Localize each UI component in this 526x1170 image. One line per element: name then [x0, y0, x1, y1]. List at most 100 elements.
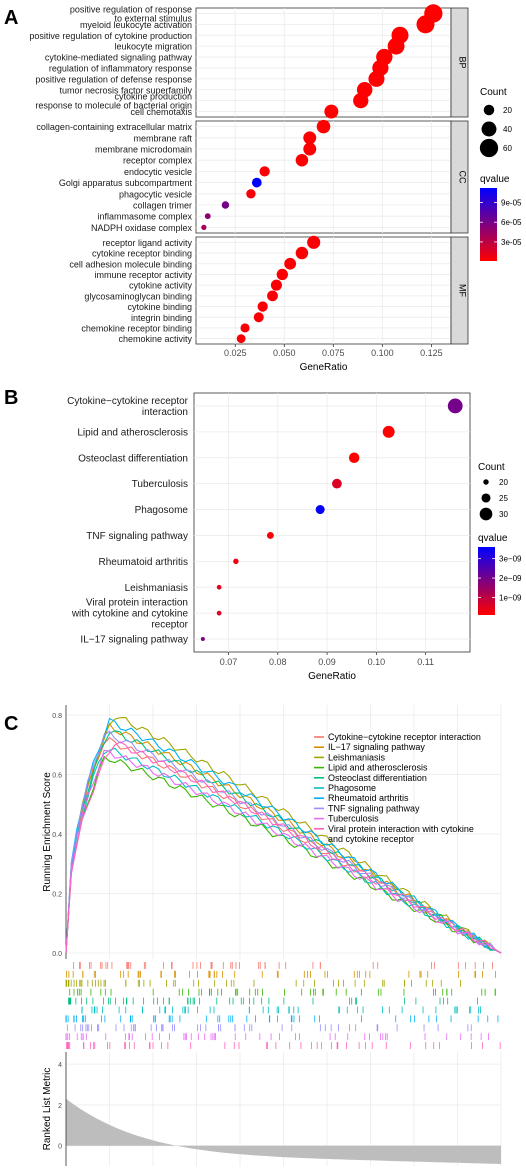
x-tick-label: 0.10 — [368, 657, 386, 667]
ranked-metric-axis-title: Ranked List Metric — [42, 1068, 53, 1151]
pathway-label: Osteoclast differentiation — [78, 453, 188, 464]
legend-label: Cytokine−cytokine receptor interaction — [328, 732, 481, 742]
data-point — [348, 452, 360, 463]
pathway-label: Rheumatoid arthritis — [99, 557, 188, 568]
size-legend-dot — [483, 479, 489, 485]
data-point — [307, 235, 321, 249]
size-legend-label: 30 — [499, 510, 508, 519]
data-point — [315, 505, 325, 515]
size-legend-label: 20 — [499, 478, 508, 487]
term-label: NADPH oxidase complex — [91, 223, 193, 233]
data-point — [387, 37, 405, 55]
term-label: membrane raft — [133, 133, 192, 143]
pathway-label: Phagosome — [135, 505, 189, 516]
facet-strip — [450, 7, 469, 118]
term-label: cell adhesion molecule binding — [69, 259, 192, 269]
b-qvalue-bar — [478, 547, 495, 615]
term-label: chemokine activity — [118, 334, 192, 344]
a-qvalue-bar — [480, 188, 497, 261]
facet-strip — [450, 236, 469, 345]
data-point — [303, 142, 317, 156]
legend-label: Leishmaniasis — [328, 752, 386, 762]
legend-label: Osteoclast differentiation — [328, 773, 427, 783]
legend-label: and cytokine receptor — [328, 834, 414, 844]
data-point — [236, 334, 246, 344]
legend-label: IL−17 signaling pathway — [328, 742, 425, 752]
term-label: positive regulation of response to extern… — [70, 4, 193, 23]
term-label: positive regulation of cytokine producti… — [29, 31, 192, 41]
x-tick-label: 0.125 — [420, 348, 443, 358]
pathway-label: Cytokine−cytokine receptor interaction — [67, 396, 189, 418]
x-tick-label: 0.08 — [269, 657, 287, 667]
y-tick-label: 0.8 — [52, 713, 62, 720]
facet-label: MF — [458, 284, 468, 297]
term-label: receptor complex — [123, 156, 193, 166]
term-label: cytokine production response to molecule … — [35, 92, 192, 111]
a-qvalue-label: 3e-05 — [501, 238, 522, 247]
x-tick-label: 0.075 — [322, 348, 345, 358]
y-tick-label: 0.0 — [52, 951, 62, 958]
size-legend-label: 60 — [503, 144, 512, 153]
size-legend-dot — [481, 493, 491, 503]
es-curve — [65, 717, 502, 954]
es-curve — [65, 717, 502, 954]
pathway-label: TNF signaling pathway — [86, 531, 188, 542]
panel-c-gsea-plot: 0.0 0.2 0.4 0.6 0.8 Running Enrichment Score C… — [42, 705, 502, 1166]
y-tick-label: 0.2 — [52, 892, 62, 899]
x-tick-label: 0.100 — [371, 348, 394, 358]
data-point — [216, 610, 222, 616]
legend-label: Lipid and atherosclerosis — [328, 763, 428, 773]
size-legend-title: Count — [480, 87, 507, 98]
legend-label: Phagosome — [328, 783, 376, 793]
data-point — [200, 637, 205, 642]
data-point — [276, 268, 288, 281]
term-label: cytokine binding — [127, 302, 192, 312]
term-label: cell chemotaxis — [130, 107, 192, 117]
y-tick-label: 0.6 — [52, 773, 62, 780]
size-legend-title: Count — [478, 462, 505, 473]
term-label: cytokine receptor binding — [92, 249, 192, 259]
x-tick-label: 0.11 — [417, 657, 434, 667]
panel-b-dotplot: Cytokine−cytokine receptor interaction Lip… — [67, 392, 522, 682]
data-point — [303, 131, 317, 145]
data-point — [295, 153, 309, 167]
size-legend-label: 20 — [503, 106, 512, 115]
facet-panel — [195, 7, 452, 118]
panel-label-c: C — [4, 713, 18, 735]
data-point — [295, 246, 309, 260]
term-label: receptor ligand activity — [102, 238, 192, 248]
term-label: Golgi apparatus subcompartment — [59, 178, 193, 188]
panel-label-b: B — [4, 387, 18, 409]
legend-label: TNF signaling pathway — [328, 803, 420, 813]
term-label: membrane microdomain — [95, 145, 192, 155]
data-point — [257, 301, 268, 312]
term-label: collagen trimer — [133, 201, 192, 211]
data-point — [270, 279, 282, 291]
term-label: leukocyte migration — [114, 42, 192, 52]
plot-panel — [193, 392, 471, 653]
data-point — [216, 584, 222, 590]
term-label: myeloid leukocyte activation — [80, 20, 192, 30]
x-tick-label: 0.09 — [318, 657, 336, 667]
y-tick-label: 0 — [58, 1144, 62, 1151]
data-point — [332, 478, 342, 489]
data-point — [447, 398, 463, 414]
data-point — [368, 70, 385, 87]
y-tick-label: 4 — [58, 1062, 62, 1069]
term-label: endocytic vesicle — [124, 167, 192, 177]
data-point — [353, 93, 369, 109]
term-label: integrin binding — [131, 313, 192, 323]
a-qvalue-label: 6e-05 — [501, 218, 522, 227]
size-legend-dot — [481, 121, 497, 137]
term-label: inflammasome complex — [97, 212, 192, 222]
term-label: collagen-containing extracellular matrix — [36, 122, 192, 132]
x-tick-label: 0.050 — [273, 348, 296, 358]
legend-label: Viral protein interaction with cytokine — [328, 824, 474, 834]
pathway-label: Viral protein interaction with cytokine a… — [71, 598, 189, 631]
y-tick-label: 2 — [58, 1103, 62, 1110]
pathway-label: Leishmaniasis — [125, 583, 188, 594]
data-point — [259, 166, 270, 177]
pathway-label: Lipid and atherosclerosis — [77, 427, 188, 438]
data-point — [221, 201, 230, 209]
